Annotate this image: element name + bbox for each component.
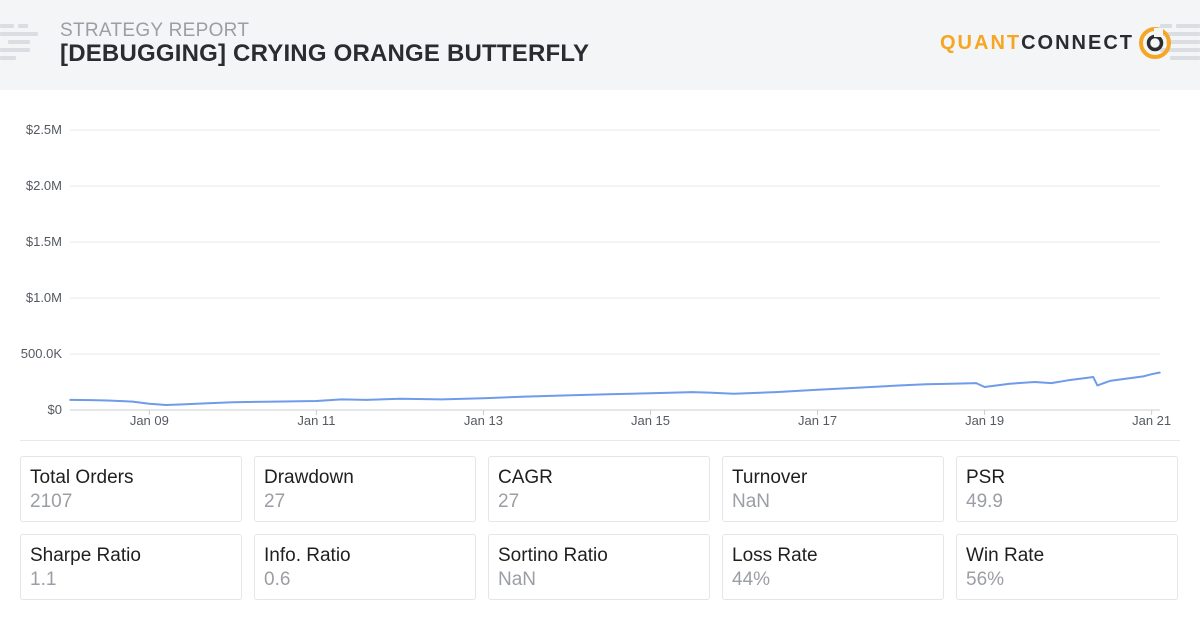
equity-data-point	[106, 399, 109, 402]
equity-data-point	[182, 403, 184, 406]
metric-value: NaN	[498, 569, 537, 590]
metric-label: CAGR	[498, 467, 553, 488]
y-tick-label: $1.0M	[26, 290, 62, 305]
quantconnect-logo: QUANT CONNECT	[940, 26, 1172, 60]
equity-data-point	[1092, 376, 1094, 378]
equity-data-point	[148, 403, 151, 405]
metric-value: 44%	[732, 569, 771, 590]
equity-data-point	[900, 384, 902, 387]
metric-label: Loss Rate	[732, 545, 818, 566]
equity-data-point	[975, 382, 977, 384]
equity-data-point	[733, 393, 735, 395]
metric-value: 27	[264, 491, 286, 512]
equity-data-point	[131, 400, 134, 403]
equity-data-point	[524, 395, 526, 398]
equity-data-point	[691, 391, 694, 393]
metric-value: 27	[498, 491, 520, 512]
y-tick-label: $1.5M	[26, 234, 62, 249]
equity-data-point	[566, 394, 568, 397]
metric-tile-info-ratio: Info. Ratio 0.6	[254, 534, 476, 600]
equity-data-point	[365, 399, 368, 401]
x-tick-label: Jan 15	[631, 413, 670, 428]
metric-tile-drawdown: Drawdown 27	[254, 456, 476, 522]
report-eyebrow: STRATEGY REPORT	[60, 20, 250, 41]
y-tick-label: $2.0M	[26, 178, 62, 193]
equity-data-point	[950, 382, 952, 385]
report-title: [DEBUGGING] CRYING ORANGE BUTTERFLY	[60, 40, 590, 67]
x-tick-label: Jan 21	[1132, 413, 1171, 428]
equity-data-point	[649, 392, 652, 395]
metric-value: 0.6	[264, 569, 291, 590]
metric-tile-psr: PSR 49.9	[956, 456, 1178, 522]
equity-data-point	[708, 391, 710, 394]
y-tick-label: $0	[48, 402, 62, 417]
metric-label: Turnover	[732, 467, 808, 488]
metric-tile-sharpe-ratio: Sharpe Ratio 1.1	[20, 534, 242, 600]
logo-mark-icon	[1139, 27, 1171, 59]
y-tick-label: $2.5M	[26, 122, 62, 137]
metric-label: PSR	[966, 467, 1006, 488]
equity-data-point	[90, 399, 92, 401]
x-tick-label: Jan 17	[798, 413, 837, 428]
x-tick-label: Jan 19	[965, 413, 1004, 428]
equity-data-point	[340, 398, 343, 401]
equity-data-point	[1142, 375, 1145, 378]
logo-text-quant: QUANT	[940, 31, 1022, 54]
equity-chart: $0 500.0K $1.0M $1.5M $2.0M $2.5M Jan 09 Jan 1…	[21, 122, 1171, 428]
equity-data-point	[858, 386, 861, 389]
logo-text-connect: CONNECT	[1021, 31, 1134, 54]
y-tick-label: 500.0K	[21, 346, 63, 361]
metric-label: Drawdown	[264, 467, 354, 488]
metric-value: 49.9	[966, 491, 1003, 512]
equity-data-point	[273, 400, 276, 403]
equity-data-point	[775, 391, 777, 393]
equity-data-point	[1125, 377, 1128, 380]
metric-label: Total Orders	[30, 467, 134, 488]
equity-data-point	[482, 397, 485, 400]
metric-value: 1.1	[30, 569, 57, 590]
equity-data-point	[983, 386, 986, 388]
metric-value: 56%	[966, 569, 1005, 590]
equity-data-point	[1096, 384, 1099, 387]
equity-data-point	[1159, 371, 1161, 374]
equity-data-point	[1084, 377, 1086, 379]
metric-label: Sortino Ratio	[498, 545, 608, 566]
metric-tile-loss-rate: Loss Rate 44%	[722, 534, 944, 600]
metric-tile-turnover: Turnover NaN	[722, 456, 944, 522]
x-tick-label: Jan 11	[297, 413, 335, 428]
chart-divider	[20, 440, 1180, 441]
equity-data-point	[925, 383, 927, 386]
equity-data-point	[440, 398, 443, 401]
x-tick-label: Jan 13	[464, 413, 503, 428]
equity-data-point	[232, 401, 234, 404]
equity-data-point	[607, 393, 610, 396]
equity-data-point	[1008, 382, 1011, 385]
equity-series-line	[69, 371, 1161, 406]
equity-data-point	[315, 400, 318, 402]
metric-value: NaN	[732, 491, 771, 512]
metric-value: 2107	[30, 491, 73, 512]
equity-data-point	[1050, 382, 1053, 384]
metric-label: Sharpe Ratio	[30, 545, 141, 566]
metric-tile-sortino-ratio: Sortino Ratio NaN	[488, 534, 710, 600]
equity-data-point	[1109, 380, 1111, 382]
metric-tile-win-rate: Win Rate 56%	[956, 534, 1178, 600]
equity-data-point	[207, 402, 209, 405]
report-header: STRATEGY REPORT [DEBUGGING] CRYING ORANG…	[0, 0, 1200, 90]
metric-tile-cagr: CAGR 27	[488, 456, 710, 522]
x-tick-label: Jan 09	[130, 413, 169, 428]
equity-data-point	[399, 398, 401, 400]
metric-label: Win Rate	[966, 545, 1045, 566]
equity-data-point	[1150, 373, 1153, 376]
metric-tile-total-orders: Total Orders 2107	[20, 456, 242, 522]
equity-data-point	[165, 404, 167, 406]
equity-data-point	[816, 389, 819, 391]
equity-data-point	[69, 399, 71, 401]
equity-data-point	[1067, 379, 1069, 382]
metric-label: Info. Ratio	[264, 545, 351, 566]
equity-data-point	[1033, 381, 1036, 383]
